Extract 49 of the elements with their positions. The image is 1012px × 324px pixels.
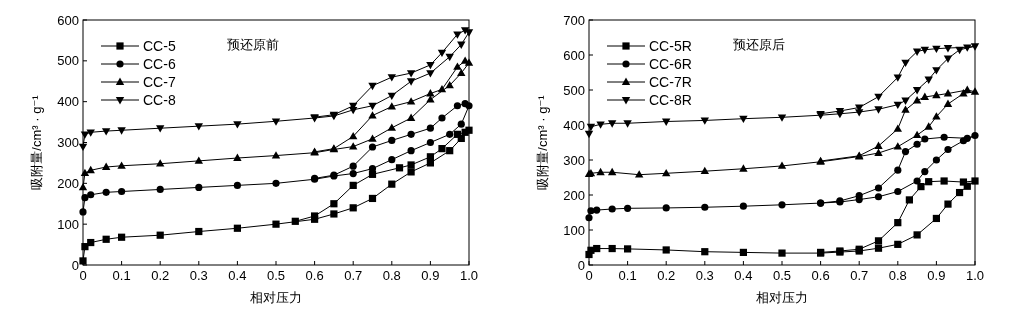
y-tick-label: 600: [57, 12, 79, 28]
y-tick-label: 100: [57, 216, 79, 232]
x-tick-label: 0.5: [772, 268, 792, 283]
x-tick-label: 0.7: [850, 268, 869, 283]
x-axis-title: 相对压力: [756, 290, 808, 305]
text: 预还原后: [732, 37, 785, 52]
x-tick-label: 0.7: [344, 268, 363, 283]
y-tick-label: 0: [577, 257, 585, 273]
x-tick-label: 0.8: [382, 268, 401, 283]
y-axis-title: 吸附量/cm³ · g⁻¹: [29, 94, 44, 190]
x-tick-label: 1.0: [965, 268, 985, 283]
legend-label: CC-8R: [649, 92, 692, 108]
x-tick-label: 0.3: [695, 268, 714, 283]
x-tick-label: 0.6: [305, 268, 324, 283]
x-tick-label: 0.8: [888, 268, 907, 283]
x-axis-title: 相对压力: [250, 290, 302, 305]
y-tick-label: 400: [57, 94, 79, 110]
x-tick-label: 0.4: [734, 268, 753, 283]
y-tick-label: 700: [563, 12, 585, 28]
x-tick-label: 0.1: [112, 268, 131, 283]
x-tick-label: 1.0: [459, 268, 479, 283]
y-tick-label: 0: [71, 257, 79, 273]
y-tick-label: 200: [563, 187, 585, 203]
y-tick-label: 300: [563, 152, 585, 168]
y-tick-label: 600: [563, 47, 585, 63]
x-tick-label: 0.1: [618, 268, 637, 283]
legend-label: CC-5R: [649, 38, 692, 54]
legend-label: CC-7: [143, 74, 176, 90]
x-tick-label: 0.9: [927, 268, 946, 283]
y-tick-label: 200: [57, 175, 79, 191]
y-tick-label: 400: [563, 117, 585, 133]
y-tick-label: 100: [563, 222, 585, 238]
x-tick-label: 0.9: [421, 268, 440, 283]
text: 预还原前: [226, 37, 279, 52]
x-tick-label: 0.6: [811, 268, 830, 283]
legend-label: CC-7R: [649, 74, 692, 90]
x-tick-label: 0.4: [228, 268, 247, 283]
legend-label: CC-6R: [649, 56, 692, 72]
x-tick-label: 0.5: [266, 268, 286, 283]
y-axis-title: 吸附量/cm³ · g⁻¹: [535, 94, 550, 190]
x-tick-label: 0.3: [189, 268, 208, 283]
legend-label: CC-8: [143, 92, 176, 108]
x-tick-label: 0.2: [657, 268, 676, 283]
x-tick-label: 0.2: [151, 268, 170, 283]
legend-label: CC-6: [143, 56, 176, 72]
y-tick-label: 500: [563, 82, 585, 98]
legend-label: CC-5: [143, 38, 176, 54]
y-tick-label: 500: [57, 53, 79, 69]
y-tick-label: 300: [57, 135, 79, 150]
